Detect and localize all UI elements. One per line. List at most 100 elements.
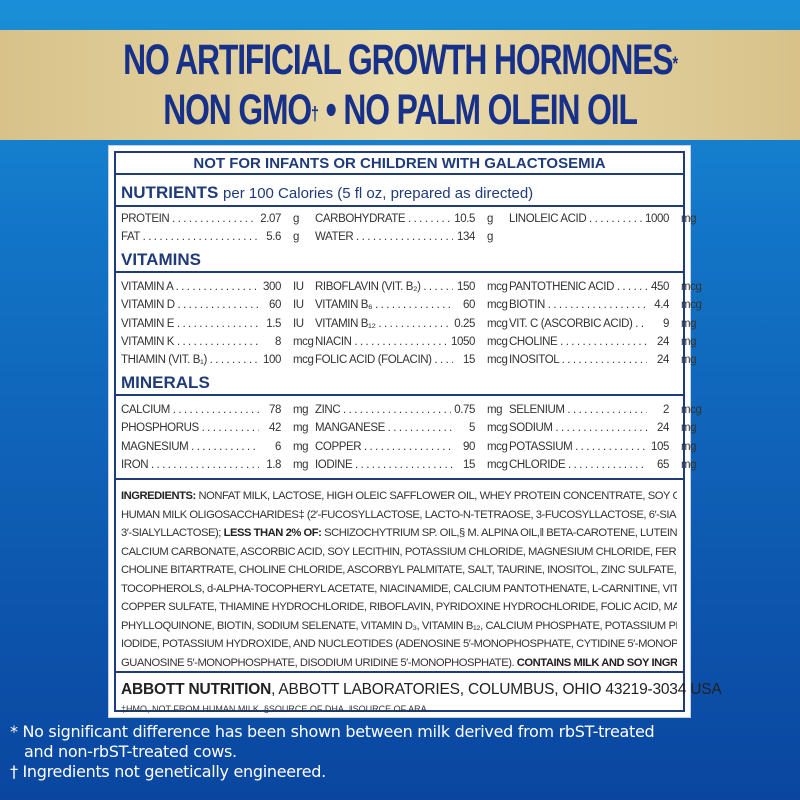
nutrient-value: 150	[457, 281, 475, 293]
nutrient-name: THIAMIN (VIT. B₁)	[121, 351, 259, 369]
nutrient-value: 24	[657, 422, 669, 435]
nutrient-value: 1.5	[266, 317, 281, 330]
nutrient-name: SODIUM	[509, 419, 647, 437]
nutrient-name: MANGANESE	[315, 419, 453, 437]
nutrient-cell: VIT. C (ASCORBIC ACID) 9 mg	[509, 315, 703, 333]
nutrient-cell: FOLIC ACID (FOLACIN) 15 mcg	[315, 351, 509, 369]
nutrient-name: PANTOTHENIC ACID	[509, 278, 647, 296]
nutrient-value: 65	[657, 458, 669, 471]
nutrient-cell: RIBOFLAVIN (VIT. B₂) 150 mcg	[315, 278, 509, 296]
ingredients-text: NONFAT MILK, LACTOSE, HIGH OLEIC SAFFLOW…	[198, 490, 677, 502]
nutrient-name: IRON	[121, 456, 259, 474]
nutrient-name: VITAMIN K	[121, 333, 259, 351]
table-row: VITAMIN K8mcgNIACIN1050mcgCHOLINE24mg	[121, 333, 697, 351]
nutrient-name: PROTEIN	[121, 210, 257, 228]
claim-text: NO PALM OLEIN OIL	[343, 86, 638, 134]
ingredients-text: HUMAN MILK OLIGOSACCHARIDES‡ (2′-FUCOSYL…	[121, 508, 677, 521]
ingredients-line: CALCIUM CARBONATE, ASCORBIC ACID, SOY LE…	[121, 543, 677, 562]
manufacturer-address: , ABBOTT LABORATORIES, COLUMBUS, OHIO 43…	[271, 681, 722, 698]
nutrient-unit: mcg	[681, 281, 702, 293]
nutrient-cell: CALCIUM 78 mg	[121, 401, 315, 419]
nutrient-unit: mcg	[487, 317, 508, 330]
ingredients-line: GUANOSINE 5′-MONOPHOSPHATE, DISODIUM URI…	[121, 654, 677, 673]
divider	[116, 394, 683, 396]
divider	[116, 478, 683, 480]
ingredients-emphasis: INGREDIENTS:	[121, 490, 196, 502]
nutrient-name: CHLORIDE	[509, 456, 647, 474]
nutrient-name: VITAMIN E	[121, 315, 259, 333]
nutrient-unit: mcg	[681, 299, 702, 312]
ingredients-list: INGREDIENTS: NONFAT MILK, LACTOSE, HIGH …	[121, 487, 677, 672]
nutrient-value: 24	[657, 354, 669, 367]
nutrient-value: 10.5	[454, 213, 475, 225]
bullet-separator: •	[317, 86, 344, 134]
nutrient-name: PHOSPHORUS	[121, 419, 259, 437]
nutrient-cell: SELENIUM 2 mcg	[509, 401, 703, 419]
ingredients-text: COPPER SULFATE, THIAMINE HYDROCHLORIDE, …	[121, 601, 677, 613]
ingredients-text: CHOLINE BITARTRATE, CHOLINE CHLORIDE, AS…	[121, 564, 677, 576]
nutrient-unit: mg	[681, 458, 697, 471]
label-footnote: ‡HMO, NOT FROM HUMAN MILK. §SOURCE OF DH…	[121, 704, 430, 714]
nutrient-cell: IRON 1.8 mg	[121, 456, 315, 474]
ingredients-line: PHYLLOQUINONE, BIOTIN, SODIUM SELENATE, …	[121, 617, 677, 636]
nutrient-cell: WATER 134 g	[315, 228, 509, 246]
nutrient-value: 100	[263, 354, 281, 367]
nutrient-unit: mg	[681, 440, 697, 453]
claims-banner: NO ARTIFICIAL GROWTH HORMONES* NON GMO† …	[0, 30, 800, 140]
nutrient-cell: PANTOTHENIC ACID 450 mcg	[509, 278, 703, 296]
nutrient-unit: mcg	[487, 354, 508, 367]
nutrient-value: 5	[469, 422, 475, 435]
nutrient-cell: FAT 5.6 g	[121, 228, 315, 246]
nutrient-cell: MAGNESIUM 6 mg	[121, 438, 315, 456]
nutrient-value: 5.6	[266, 231, 281, 244]
nutrient-value: 1.8	[266, 458, 281, 471]
heading-text: NUTRIENTS	[121, 183, 219, 202]
nutrient-unit: g	[487, 213, 493, 225]
nutrient-name: POTASSIUM	[509, 438, 647, 456]
nutrient-cell: MANGANESE 5 mcg	[315, 419, 509, 437]
nutrient-name: CHOLINE	[509, 333, 647, 351]
nutrient-value: 450	[651, 281, 669, 293]
nutrient-name: MAGNESIUM	[121, 438, 259, 456]
ingredients-line: COPPER SULFATE, THIAMINE HYDROCHLORIDE, …	[121, 598, 677, 617]
nutrient-cell: THIAMIN (VIT. B₁) 100 mcg	[121, 351, 315, 369]
nutrient-cell: CARBOHYDRATE10.5 g	[315, 210, 509, 228]
nutrient-value: 0.25	[454, 317, 475, 330]
ingredients-text: GUANOSINE 5′-MONOPHOSPHATE, DISODIUM URI…	[121, 656, 517, 669]
nutrient-cell: VITAMIN D 60 IU	[121, 296, 315, 314]
nutrient-unit: g	[293, 213, 299, 225]
divider	[116, 271, 683, 273]
nutrient-cell: CHOLINE 24 mg	[509, 333, 703, 351]
ingredients-text: IODIDE, POTASSIUM HYDROXIDE, AND NUCLEOT…	[121, 638, 677, 650]
claim-text: NO ARTIFICIAL GROWTH HORMONES	[123, 36, 673, 84]
ingredients-line: INGREDIENTS: NONFAT MILK, LACTOSE, HIGH …	[121, 487, 677, 506]
nutrient-name: VITAMIN D	[121, 296, 259, 314]
nutrient-cell: VITAMIN E 1.5 IU	[121, 315, 315, 333]
nutrient-cell: COPPER 90 mcg	[315, 438, 509, 456]
ingredients-text: CALCIUM CARBONATE, ASCORBIC ACID, SOY LE…	[121, 545, 677, 558]
nutrients-table: PROTEIN2.07 g CARBOHYDRATE10.5 g LINOLEIC AC…	[121, 210, 697, 247]
nutrient-name: VITAMIN B₁₂	[315, 315, 451, 333]
claim-no-hormones: NO ARTIFICIAL GROWTH HORMONES*	[104, 36, 696, 84]
nutrient-name: VITAMIN A	[121, 278, 259, 296]
nutrient-unit: g	[293, 231, 299, 244]
nutrient-name: IODINE	[315, 456, 453, 474]
nutrient-name: COPPER	[315, 438, 453, 456]
ingredients-line: TOCOPHEROLS, d-ALPHA-TOCOPHERYL ACETATE,…	[121, 580, 677, 599]
nutrient-unit: mg	[681, 335, 697, 348]
manufacturer-name: ABBOTT NUTRITION	[121, 681, 272, 698]
ingredients-line: HUMAN MILK OLIGOSACCHARIDES‡ (2′-FUCOSYL…	[121, 506, 677, 525]
minerals-table: CALCIUM78mgZINC0.75mgSELENIUM2mcg PHOSPHO…	[121, 401, 702, 474]
nutrient-cell: CHLORIDE 65 mg	[509, 456, 703, 474]
vitamins-heading: VITAMINS	[121, 250, 201, 269]
nutrient-name: SELENIUM	[509, 401, 647, 419]
nutrient-cell: ZINC0.75 mg	[315, 401, 509, 419]
ingredients-emphasis: LESS THAN 2% OF:	[223, 527, 322, 539]
asterisk-mark: *	[672, 53, 678, 75]
nutrient-unit: mcg	[681, 404, 702, 416]
nutrient-name: NIACIN	[315, 333, 448, 351]
nutrient-value: 24	[657, 335, 669, 348]
nutrient-unit: mg	[293, 422, 309, 435]
